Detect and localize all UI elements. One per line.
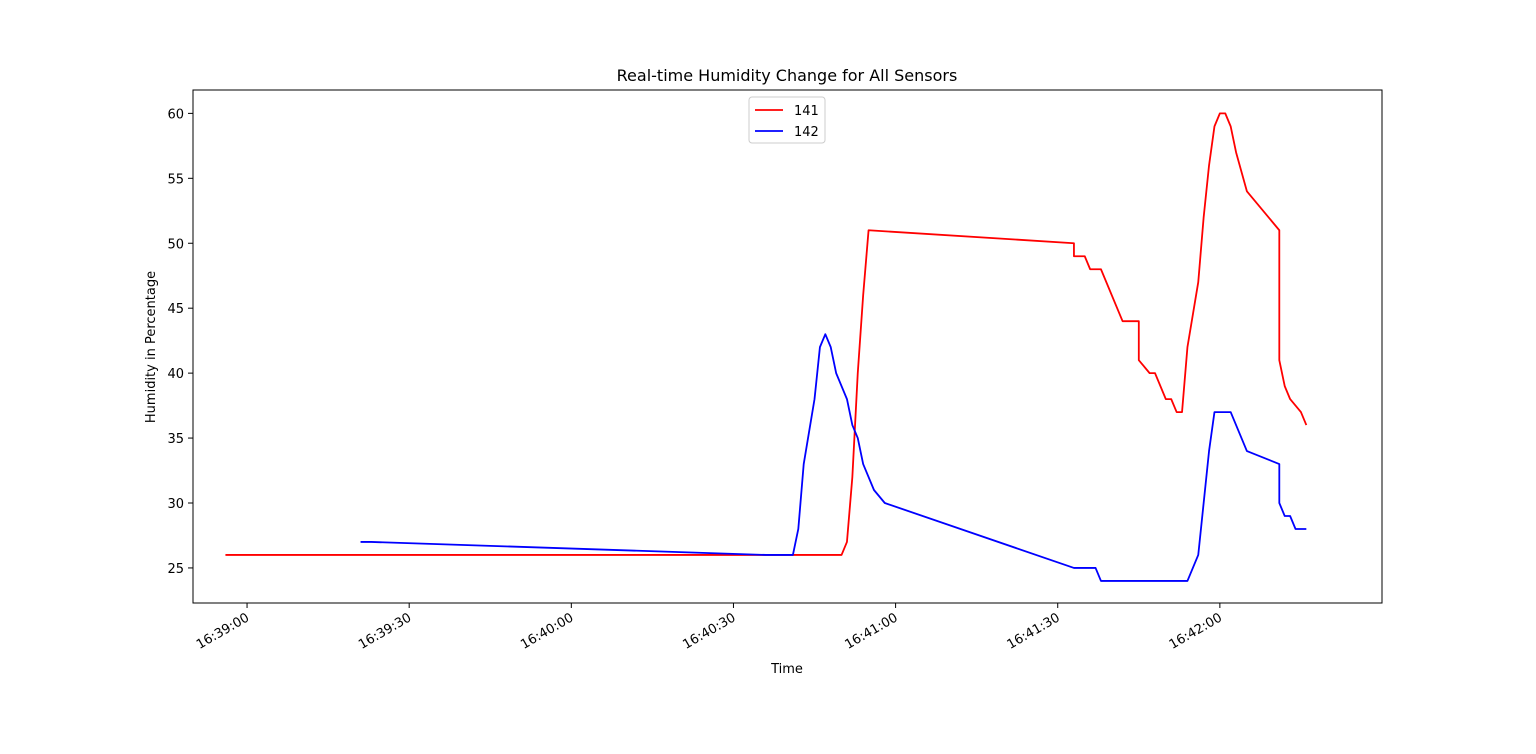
x-tick-label: 16:41:00 (843, 610, 901, 652)
x-tick-label: 16:42:00 (1167, 610, 1225, 652)
legend-label-141: 141 (794, 104, 819, 119)
chart-title: Real-time Humidity Change for All Sensor… (617, 66, 958, 85)
y-tick-label: 25 (167, 562, 184, 577)
x-tick-label: 16:39:30 (356, 610, 414, 652)
y-axis-label: Humidity in Percentage (144, 271, 159, 423)
y-tick-label: 40 (167, 367, 184, 382)
series-line-142 (360, 333, 1307, 582)
y-tick-label: 55 (167, 172, 184, 187)
y-tick-label: 45 (167, 302, 184, 317)
x-axis: 16:39:00 16:39:30 16:40:00 16:40:30 16:41:00… (194, 603, 1225, 653)
x-tick-label: 16:41:30 (1005, 610, 1063, 652)
plot-frame (192, 89, 1383, 604)
x-tick-label: 16:39:00 (194, 610, 252, 652)
y-tick-label: 50 (167, 237, 184, 252)
x-axis-label: Time (770, 662, 803, 677)
series-line-141 (225, 112, 1308, 556)
plot-series (225, 112, 1308, 582)
y-tick-label: 30 (167, 497, 184, 512)
y-tick-label: 60 (167, 107, 184, 122)
y-tick-label: 35 (167, 432, 184, 447)
x-tick-label: 16:40:30 (680, 610, 738, 652)
y-axis: 25 30 35 40 45 50 55 60 (167, 107, 193, 577)
x-tick-label: 16:40:00 (518, 610, 576, 652)
legend-label-142: 142 (794, 125, 819, 140)
